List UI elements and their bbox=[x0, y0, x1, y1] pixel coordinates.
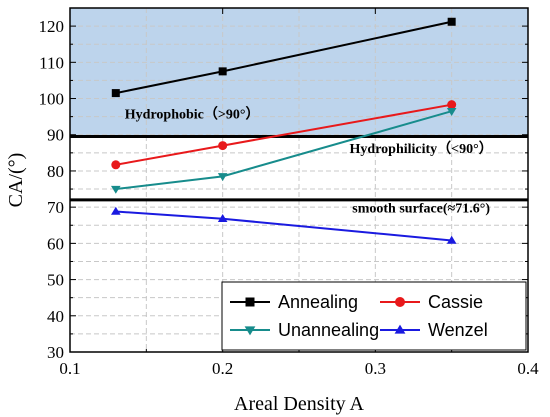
series-group bbox=[111, 17, 457, 244]
annotation-label: Hydrophilicity（<90°） bbox=[350, 141, 493, 157]
y-tick-label: 80 bbox=[47, 162, 64, 181]
annotations: Hydrophobic（>90°） Hydrophilicity（<90°） smo… bbox=[125, 106, 493, 216]
series-cassie bbox=[111, 100, 457, 170]
data-point bbox=[111, 185, 121, 194]
data-point bbox=[111, 89, 120, 98]
legend-label: Cassie bbox=[428, 292, 483, 312]
legend-item-unannealing: Unannealing bbox=[230, 320, 379, 340]
legend-label: Wenzel bbox=[428, 320, 488, 340]
data-point bbox=[218, 67, 227, 76]
series-annealing bbox=[111, 17, 456, 98]
y-tick-label: 120 bbox=[39, 17, 65, 36]
series-unannealing bbox=[111, 107, 457, 194]
legend: Annealing Cassie Unannealing Wenzel bbox=[221, 281, 527, 351]
data-point bbox=[446, 107, 457, 116]
data-point bbox=[217, 173, 228, 182]
data-point bbox=[395, 297, 405, 307]
y-tick-label: 90 bbox=[47, 126, 64, 145]
data-point bbox=[447, 17, 456, 26]
legend-box bbox=[221, 281, 527, 351]
x-tick-label: 0.4 bbox=[517, 359, 539, 378]
data-point bbox=[244, 326, 256, 336]
x-tick-label: 0.1 bbox=[59, 359, 80, 378]
y-tick-label: 70 bbox=[47, 198, 64, 217]
y-tick-label: 60 bbox=[47, 234, 64, 253]
x-tick-label: 0.2 bbox=[212, 359, 233, 378]
data-point bbox=[218, 141, 228, 151]
y-axis-title: CA/(°) bbox=[5, 153, 27, 208]
legend-label: Unannealing bbox=[278, 320, 379, 340]
data-point bbox=[446, 235, 457, 244]
data-point bbox=[111, 160, 121, 170]
y-tick-label: 100 bbox=[39, 90, 65, 109]
ticks: 30 40 50 60 70 80 90 100 110 120 0.1 0.2 0.3 0.4 bbox=[39, 8, 539, 378]
reference-lines bbox=[70, 135, 528, 202]
data-point bbox=[394, 324, 406, 334]
y-tick-label: 50 bbox=[47, 271, 64, 290]
data-point bbox=[111, 206, 121, 215]
y-tick-label: 30 bbox=[47, 343, 64, 362]
annotation-label: Hydrophobic（>90°） bbox=[125, 106, 260, 122]
data-point bbox=[245, 297, 255, 307]
legend-item-cassie: Cassie bbox=[380, 292, 483, 312]
y-tick-label: 110 bbox=[39, 53, 64, 72]
x-tick-label: 0.3 bbox=[365, 359, 386, 378]
legend-label: Annealing bbox=[278, 292, 358, 312]
annotation-label: smooth surface(≈71.6°) bbox=[352, 202, 490, 217]
series-wenzel bbox=[111, 206, 457, 244]
legend-item-wenzel: Wenzel bbox=[380, 320, 488, 340]
y-tick-label: 40 bbox=[47, 307, 64, 326]
data-point bbox=[217, 213, 228, 222]
legend-item-annealing: Annealing bbox=[230, 292, 358, 312]
data-point bbox=[447, 100, 457, 110]
x-axis-title: Areal Density A bbox=[234, 393, 365, 415]
